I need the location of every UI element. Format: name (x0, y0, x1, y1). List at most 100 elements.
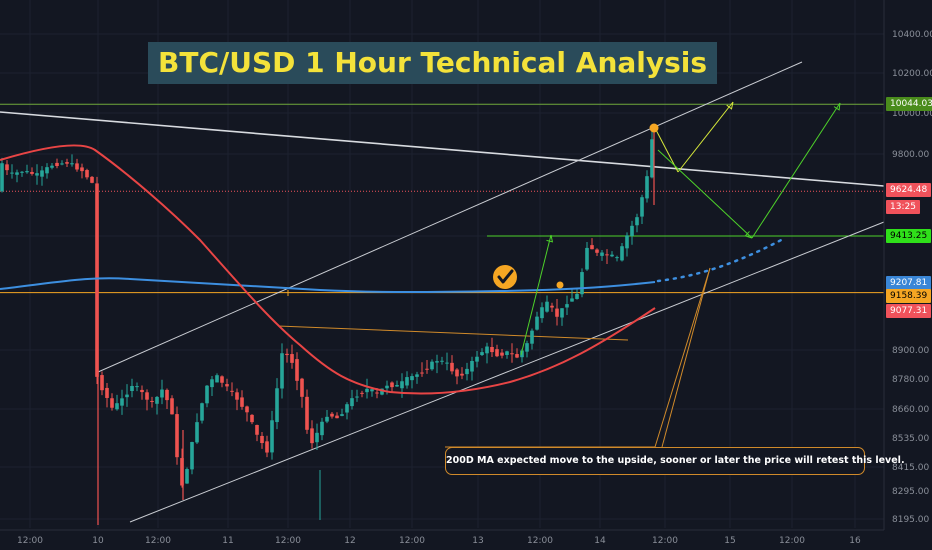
candle-body (500, 352, 504, 356)
candle (630, 220, 634, 245)
candle (325, 409, 329, 424)
annotation-pointer-2 (661, 267, 711, 448)
candle-body (605, 254, 609, 256)
candle-body (265, 441, 269, 453)
candle (200, 402, 204, 424)
x-tick-label: 12:00 (652, 536, 678, 546)
candle (420, 362, 424, 377)
candle-body (135, 386, 139, 388)
x-tick-label: 12:00 (779, 536, 805, 546)
y-tick-label: 9800.00 (892, 150, 929, 160)
candle-body (555, 308, 559, 317)
peak-marker (649, 123, 659, 133)
candle (480, 348, 484, 356)
candle-body (495, 349, 499, 357)
y-tick-label: 8780.00 (892, 375, 929, 385)
candle-body (505, 351, 509, 355)
candle-body (475, 356, 479, 362)
candle-body (610, 254, 614, 257)
candle (290, 344, 294, 369)
candle-body (515, 354, 519, 358)
candle (330, 411, 334, 419)
candle-body (0, 163, 4, 192)
candle-body (195, 422, 199, 443)
candle (560, 308, 564, 326)
candle (565, 295, 569, 315)
candle-body (360, 392, 364, 394)
candle-body (445, 362, 449, 364)
candle (90, 176, 94, 184)
candle (620, 242, 624, 262)
candle-body (260, 435, 264, 444)
x-tick-label: 15 (724, 536, 735, 546)
price-tag: 9624.48 (886, 183, 932, 197)
candle-body (390, 382, 394, 388)
candlesticks (0, 128, 655, 525)
candle (195, 413, 199, 445)
candle (475, 350, 479, 368)
candle (485, 342, 489, 364)
channel-upper-line (97, 61, 803, 373)
candle-body (405, 377, 409, 386)
candle (130, 378, 134, 398)
candle-body (410, 376, 414, 381)
candle (245, 405, 249, 422)
descending-trendline (0, 111, 885, 187)
candle (70, 154, 74, 167)
arrow-green-down-head (744, 231, 753, 239)
candle-body (550, 305, 554, 308)
candle (400, 373, 404, 398)
candle (555, 298, 559, 326)
candle (120, 389, 124, 415)
candle (225, 378, 229, 392)
breakout-marker (556, 281, 564, 289)
candle (365, 378, 369, 399)
candle-body (115, 403, 119, 410)
candle-body (35, 173, 39, 176)
candle (550, 302, 554, 312)
candle-body (415, 374, 419, 377)
x-tick-label: 12:00 (527, 536, 553, 546)
candle (320, 417, 324, 441)
candle (230, 382, 234, 397)
candle (610, 251, 614, 258)
candle (75, 158, 79, 172)
price-tag: 9158.39 (886, 289, 932, 303)
candle-body (650, 139, 654, 178)
candle (625, 232, 629, 257)
candle (450, 355, 454, 375)
candle (605, 249, 609, 265)
candle (35, 164, 39, 185)
candle-body (85, 170, 89, 178)
x-tick-label: 12:00 (399, 536, 425, 546)
candle-body (65, 162, 69, 164)
candle-body (465, 368, 469, 375)
candle (445, 352, 449, 371)
candle (465, 362, 469, 381)
candle-body (30, 171, 34, 174)
candle (50, 163, 54, 170)
candle-body (320, 421, 324, 436)
candle-body (275, 388, 279, 423)
candle (155, 395, 159, 415)
candle-body (395, 384, 399, 387)
candle-body (40, 170, 44, 177)
candle-body (220, 376, 224, 383)
candle-body (560, 308, 564, 318)
candle (145, 389, 149, 411)
y-tick-label: 10000.00 (892, 109, 932, 119)
candle (135, 382, 139, 392)
ma200-line (0, 277, 656, 293)
candle-body (585, 247, 589, 270)
candle-body (170, 398, 174, 415)
candle-body (10, 172, 14, 174)
candle-body (345, 404, 349, 413)
candle (440, 356, 444, 365)
candle (180, 448, 184, 488)
candle (190, 441, 194, 475)
arrow-yellow-up-head (726, 101, 734, 110)
candle (65, 158, 69, 168)
candle (85, 168, 89, 180)
candle-body (255, 424, 259, 435)
